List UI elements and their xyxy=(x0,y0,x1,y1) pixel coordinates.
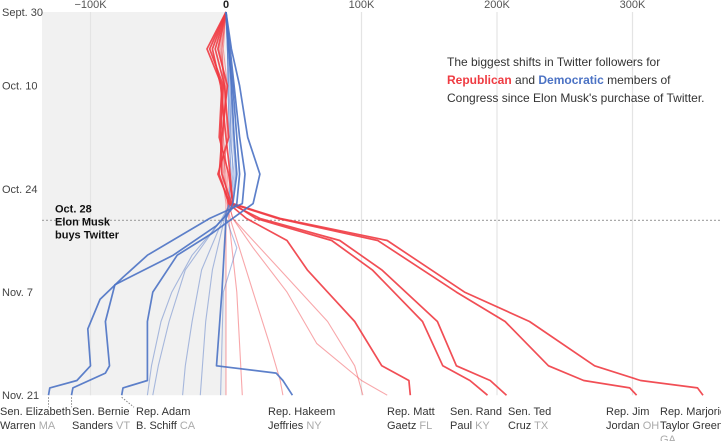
y-tick-label: Oct. 24 xyxy=(2,184,37,196)
series-line-sen-ted-cruz xyxy=(214,11,508,396)
member-label: Sen. Elizabeth xyxy=(0,406,71,418)
member-label: Sen. Ted xyxy=(508,406,551,418)
event-annotation: Oct. 28 xyxy=(55,203,92,215)
member-name: B. Schiff xyxy=(136,420,178,432)
member-name: Rep. Marjorie xyxy=(660,406,721,418)
event-annotation: buys Twitter xyxy=(55,229,120,241)
member-state: FL xyxy=(419,420,432,432)
series-line-rep-marjorie-taylor-greene xyxy=(206,11,704,396)
member-name: Sen. Elizabeth xyxy=(0,406,71,418)
series-line-rep-matt-gaetz xyxy=(217,11,412,396)
member-name: Rep. Adam xyxy=(136,406,190,418)
member-name: Rep. Hakeem xyxy=(268,406,335,418)
member-state: NY xyxy=(306,420,322,432)
x-tick-label: 200K xyxy=(484,0,510,11)
member-name: Jeffries xyxy=(268,420,304,432)
member-label: Taylor Greene xyxy=(660,420,721,432)
member-label: Rep. Matt xyxy=(387,406,435,418)
member-label: Rep. Jim xyxy=(606,406,649,418)
legend-plain: Congress since Elon Musk's purchase of T… xyxy=(447,91,705,105)
series-line-rep-jim-jordan xyxy=(208,11,638,396)
member-name: Paul xyxy=(450,420,472,432)
negative-shade xyxy=(42,12,226,396)
member-label: Rep. Marjorie xyxy=(660,406,721,418)
member-label: Warren MA xyxy=(0,420,56,432)
member-label: Rep. Adam xyxy=(136,406,190,418)
y-tick-label: Oct. 10 xyxy=(2,81,37,93)
member-label: Gaetz FL xyxy=(387,420,432,432)
member-label: Sanders VT xyxy=(72,420,130,432)
y-tick-label: Sept. 30 xyxy=(2,7,43,19)
leader-line xyxy=(121,396,135,408)
member-state: KY xyxy=(475,420,490,432)
legend-plain: members of xyxy=(604,73,671,87)
legend-line: The biggest shifts in Twitter followers … xyxy=(447,55,660,69)
member-name: Warren xyxy=(0,420,36,432)
legend-line: Republican and Democratic members of xyxy=(447,73,671,87)
event-annotation: Elon Musk xyxy=(55,216,111,228)
member-label: Jeffries NY xyxy=(268,420,322,432)
y-tick-label: Nov. 21 xyxy=(2,390,39,402)
member-state: TX xyxy=(534,420,549,432)
member-label: Sen. Bernie xyxy=(72,406,129,418)
member-name: Sanders xyxy=(72,420,113,432)
series-line-dem xyxy=(220,11,238,396)
legend-plain: The biggest shifts in Twitter followers … xyxy=(447,55,660,69)
member-label: Rep. Hakeem xyxy=(268,406,335,418)
member-state: OH xyxy=(643,420,660,432)
member-name: Gaetz xyxy=(387,420,416,432)
x-tick-label: 100K xyxy=(349,0,375,11)
member-state: VT xyxy=(116,420,130,432)
member-label: Sen. Rand xyxy=(450,406,502,418)
series-line-rep xyxy=(221,11,243,396)
x-tick-label: 0 xyxy=(223,0,229,11)
member-state: CA xyxy=(180,420,196,432)
legend-rep: Republican xyxy=(447,73,512,87)
member-state: GA xyxy=(660,434,677,441)
member-name: Sen. Ted xyxy=(508,406,551,418)
member-name: Cruz xyxy=(508,420,531,432)
series-line-sen-bernie-sanders xyxy=(70,11,241,396)
member-label: B. Schiff CA xyxy=(136,420,196,432)
legend-line: Congress since Elon Musk's purchase of T… xyxy=(447,91,705,105)
member-state: MA xyxy=(39,420,56,432)
member-label: Jordan OH xyxy=(606,420,659,432)
x-tick-label: 300K xyxy=(620,0,646,11)
member-name: Taylor Greene xyxy=(660,420,721,432)
legend-dem: Democratic xyxy=(538,73,604,87)
member-label: Paul KY xyxy=(450,420,490,432)
series-line-rep-adam-b-schiff xyxy=(120,11,261,396)
series-line-rep-hakeem-jeffries xyxy=(215,11,294,396)
member-name: Rep. Jim xyxy=(606,406,649,418)
member-name: Sen. Bernie xyxy=(72,406,129,418)
series-line-sen-rand-paul xyxy=(211,11,489,396)
y-tick-label: Nov. 7 xyxy=(2,287,33,299)
member-name: Rep. Matt xyxy=(387,406,435,418)
member-label: Cruz TX xyxy=(508,420,549,432)
x-tick-label: −100K xyxy=(74,0,107,11)
series-line-sen-elizabeth-warren xyxy=(47,11,246,396)
member-name: Jordan xyxy=(606,420,640,432)
member-name: Sen. Rand xyxy=(450,406,502,418)
legend-plain: and xyxy=(512,73,539,87)
series-line-rep xyxy=(220,11,284,396)
